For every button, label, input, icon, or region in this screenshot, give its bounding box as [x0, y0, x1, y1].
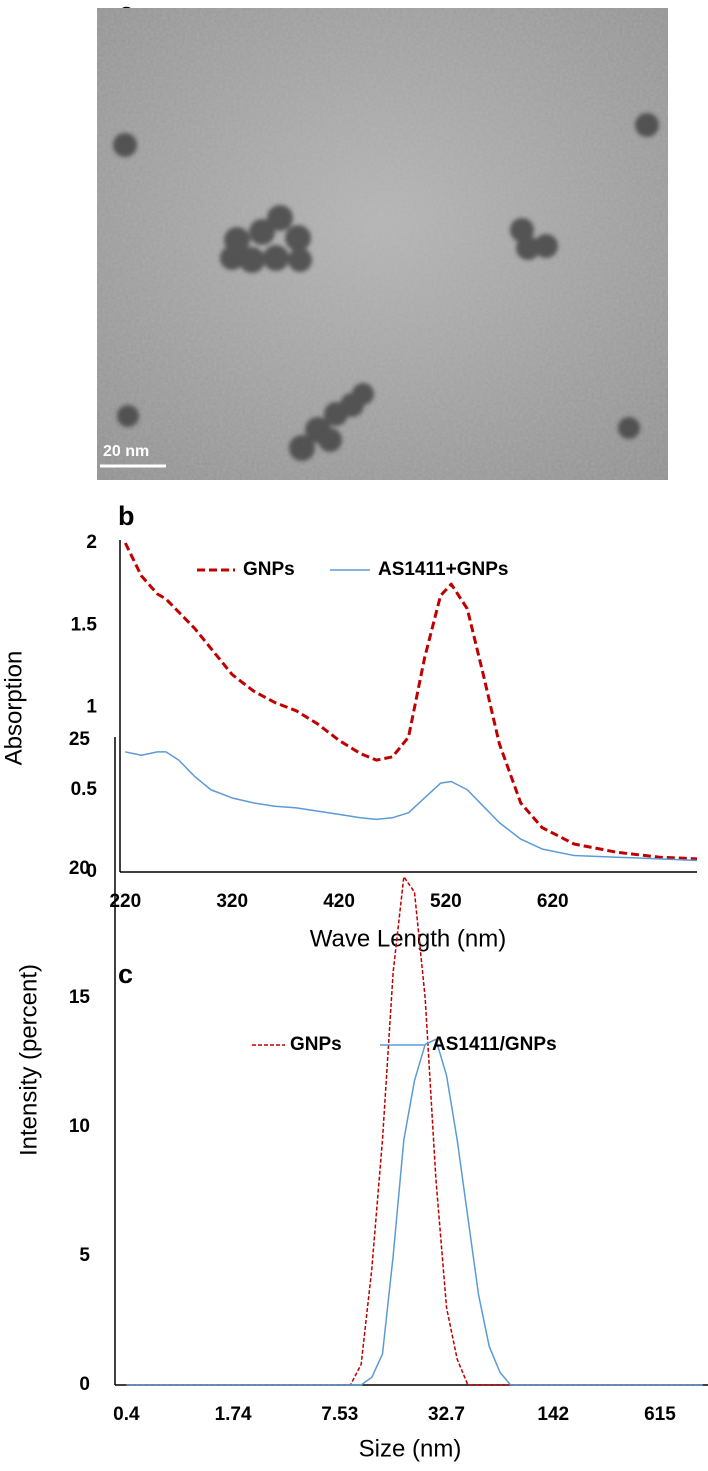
data-line: [125, 751, 698, 862]
y-tick-label: 10: [69, 1116, 90, 1137]
x-tick-label: 32.7: [428, 1404, 465, 1425]
y-tick-label: 0.5: [71, 779, 98, 800]
y-axis-title: Intensity (percent): [15, 964, 42, 1156]
x-axis-title: Wave Length (nm): [310, 925, 507, 952]
y-tick-label: 0: [86, 861, 97, 882]
data-line: [126, 875, 703, 1386]
data-line: [123, 542, 698, 861]
tem-image: 20 nm: [97, 8, 668, 480]
particles: [113, 113, 659, 461]
panel-label: c: [118, 959, 133, 989]
y-tick-label: 25: [69, 729, 91, 750]
x-tick-label: 615: [644, 1404, 676, 1425]
y-tick-label: 0: [79, 1374, 90, 1395]
x-tick-label: 7.53: [321, 1404, 358, 1425]
x-tick-label: 142: [537, 1404, 569, 1425]
y-tick-label: 15: [69, 987, 91, 1008]
panel-label: b: [118, 501, 135, 531]
y-tick-label: 5: [79, 1245, 90, 1266]
y-tick-label: 20: [69, 858, 90, 879]
x-tick-label: 420: [323, 891, 355, 912]
data-line: [126, 1038, 703, 1386]
y-tick-label: 1: [86, 697, 97, 718]
legend-label: GNPs: [290, 1034, 342, 1055]
image-texture: [97, 8, 668, 480]
legend-label: GNPs: [243, 559, 295, 580]
x-tick-label: 220: [109, 891, 141, 912]
x-axis-title: Size (nm): [359, 1435, 462, 1462]
x-tick-label: 520: [430, 891, 462, 912]
y-tick-label: 1.5: [71, 614, 98, 635]
y-axis-title: Absorption: [0, 651, 27, 766]
x-tick-label: 1.74: [215, 1404, 252, 1425]
x-tick-label: 320: [216, 891, 248, 912]
legend-label: AS1411+GNPs: [378, 559, 508, 580]
y-tick-label: 2: [86, 532, 97, 553]
scale-bar-label: 20 nm: [103, 443, 149, 460]
legend-label: AS1411/GNPs: [432, 1034, 557, 1055]
x-tick-label: 0.4: [113, 1404, 140, 1425]
x-tick-label: 620: [537, 891, 569, 912]
